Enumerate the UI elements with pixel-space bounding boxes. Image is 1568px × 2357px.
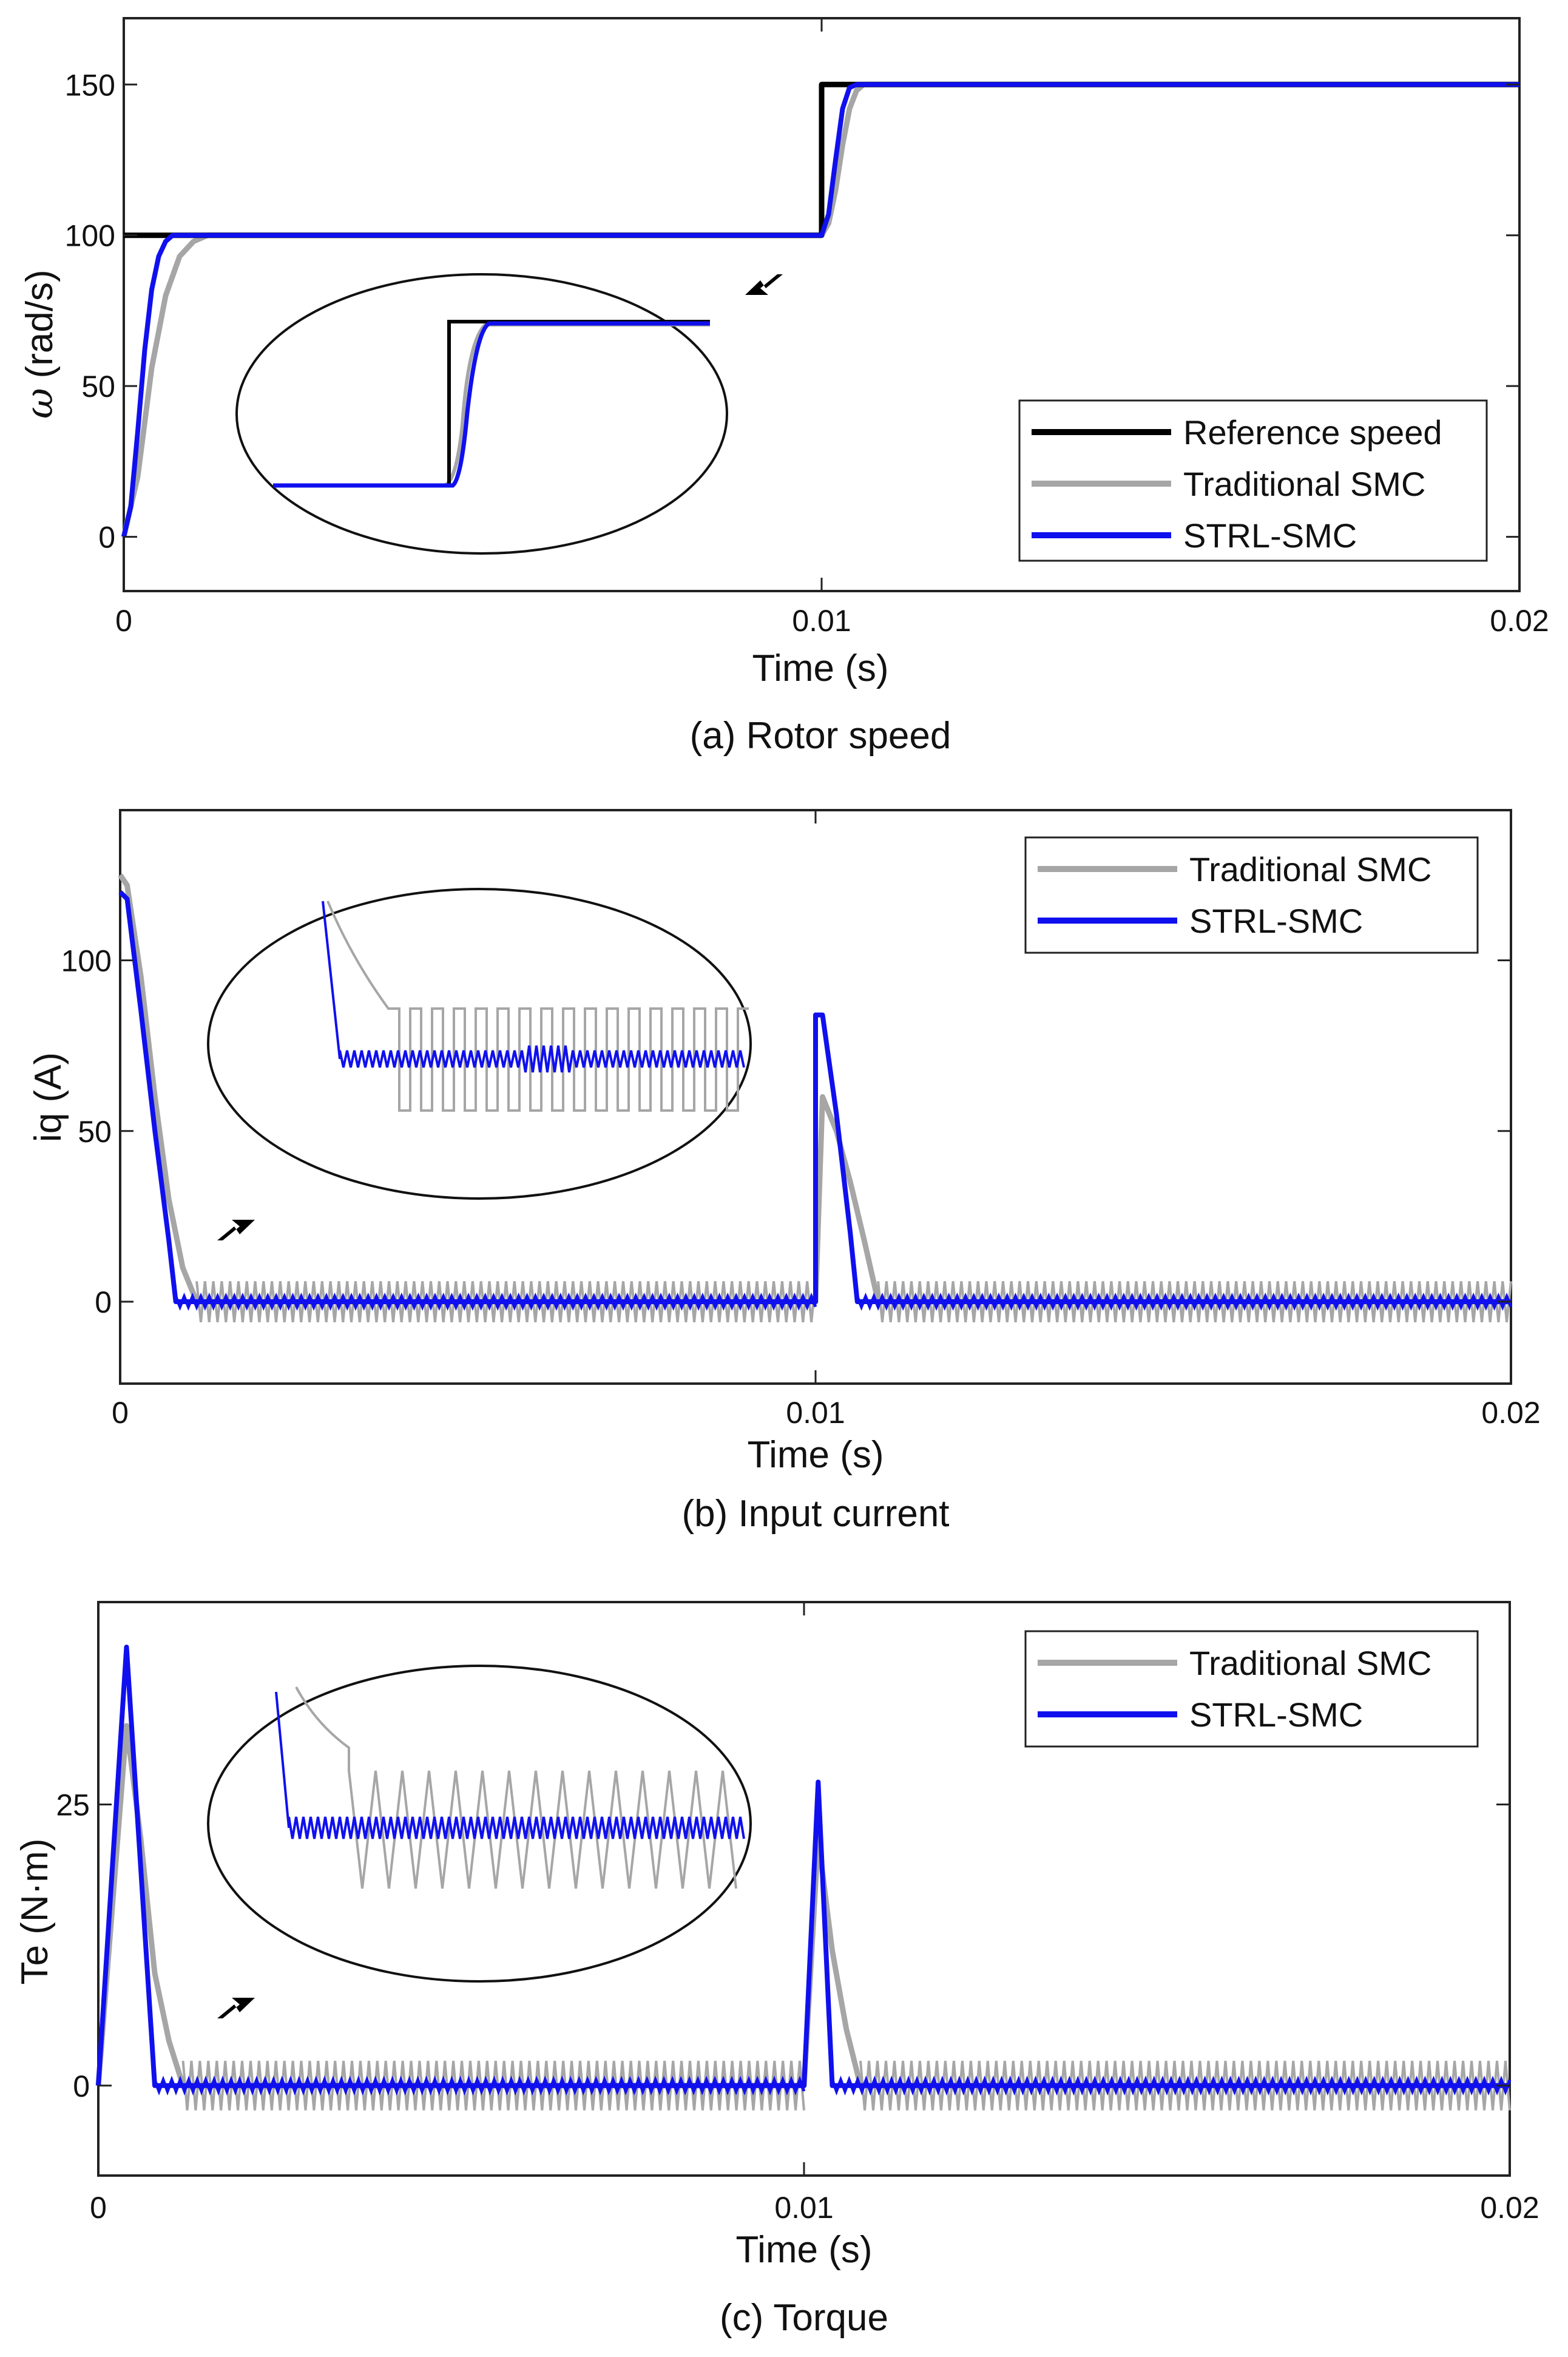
inset-ellipse <box>235 273 728 555</box>
y-tick-label: 50 <box>81 370 115 404</box>
inset-series <box>326 901 749 1112</box>
arrow-icon <box>217 1220 255 1240</box>
figure-caption: (a) Rotor speed <box>690 715 951 757</box>
legend: Traditional SMC STRL-SMC <box>1024 836 1479 954</box>
legend-label: Reference speed <box>1183 413 1442 451</box>
inset-zoom <box>207 888 752 1200</box>
x-tick-label: 0 <box>115 604 132 638</box>
x-tick-label: 0.01 <box>786 1396 845 1430</box>
y-tick-label: 25 <box>56 1788 90 1822</box>
legend-label: Traditional SMC <box>1189 1644 1431 1682</box>
x-tick-label: 0 <box>112 1396 129 1430</box>
legend: Traditional SMC STRL-SMC <box>1024 1630 1479 1748</box>
inset-zoom <box>235 273 728 555</box>
inset-series <box>322 901 745 1073</box>
legend-label: Traditional SMC <box>1189 850 1431 888</box>
inset-zoom <box>207 1665 752 1983</box>
legend-label: STRL-SMC <box>1189 1696 1363 1734</box>
x-tick-label: 0.02 <box>1481 1396 1540 1430</box>
x-tick-label: 0.02 <box>1490 604 1549 638</box>
series-line <box>96 1645 1510 2088</box>
series-line <box>118 890 1511 1304</box>
y-tick-label: 50 <box>78 1115 112 1149</box>
panel-rotor-speed: ω(rad/s) Time (s) (a) Rotor speed 0 0.01 0… <box>17 17 1549 757</box>
inset-series <box>295 1686 737 1889</box>
x-tick-label: 0.01 <box>774 2191 833 2225</box>
x-tick-label: 0.01 <box>792 604 851 638</box>
arrow-icon <box>745 274 783 295</box>
y-tick-label: 150 <box>65 68 115 102</box>
inset-series <box>273 321 710 488</box>
x-tick-label: 0.02 <box>1480 2191 1539 2225</box>
legend-label: Traditional SMC <box>1183 465 1425 503</box>
y-tick-label: 0 <box>95 1285 112 1319</box>
x-axis-label: Time (s) <box>752 648 889 689</box>
y-tick-label: 0 <box>98 521 115 555</box>
y-tick-label: 100 <box>61 944 112 978</box>
y-tick-label: 100 <box>65 219 115 253</box>
panel-torque: Te (N·m) Time (s) (c) Torque 0 0.01 0.02 0 2… <box>14 1601 1539 2339</box>
series-ripple <box>195 1281 1512 1323</box>
legend-label: STRL-SMC <box>1183 516 1357 555</box>
inset-series <box>275 1691 745 1839</box>
y-axis-label: Te (N·m) <box>14 1838 56 1984</box>
series-line <box>121 82 1519 538</box>
legend-label: STRL-SMC <box>1189 902 1363 940</box>
figure-caption: (b) Input current <box>681 1493 949 1535</box>
y-axis-label: ω(rad/s) <box>17 269 61 419</box>
x-axis-label: Time (s) <box>748 1434 884 1476</box>
x-axis-label: Time (s) <box>736 2229 873 2271</box>
legend: Reference speed Traditional SMC STRL-SMC <box>1018 399 1488 562</box>
y-axis-label: iq (A) <box>27 1052 69 1142</box>
panel-input-current: iq (A) Time (s) (b) Input current 0 0.01 0… <box>27 809 1541 1535</box>
arrow-icon <box>217 1998 255 2018</box>
x-tick-label: 0 <box>90 2191 107 2225</box>
y-tick-label: 0 <box>73 2069 90 2103</box>
figure-caption: (c) Torque <box>720 2297 888 2339</box>
inset-ellipse <box>207 888 752 1200</box>
